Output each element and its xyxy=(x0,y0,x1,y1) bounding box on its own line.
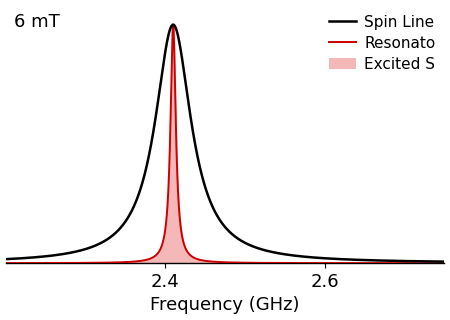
Legend: Spin Line, Resonato, Excited S: Spin Line, Resonato, Excited S xyxy=(323,9,441,78)
X-axis label: Frequency (GHz): Frequency (GHz) xyxy=(150,296,300,315)
Text: 6 mT: 6 mT xyxy=(14,13,60,31)
